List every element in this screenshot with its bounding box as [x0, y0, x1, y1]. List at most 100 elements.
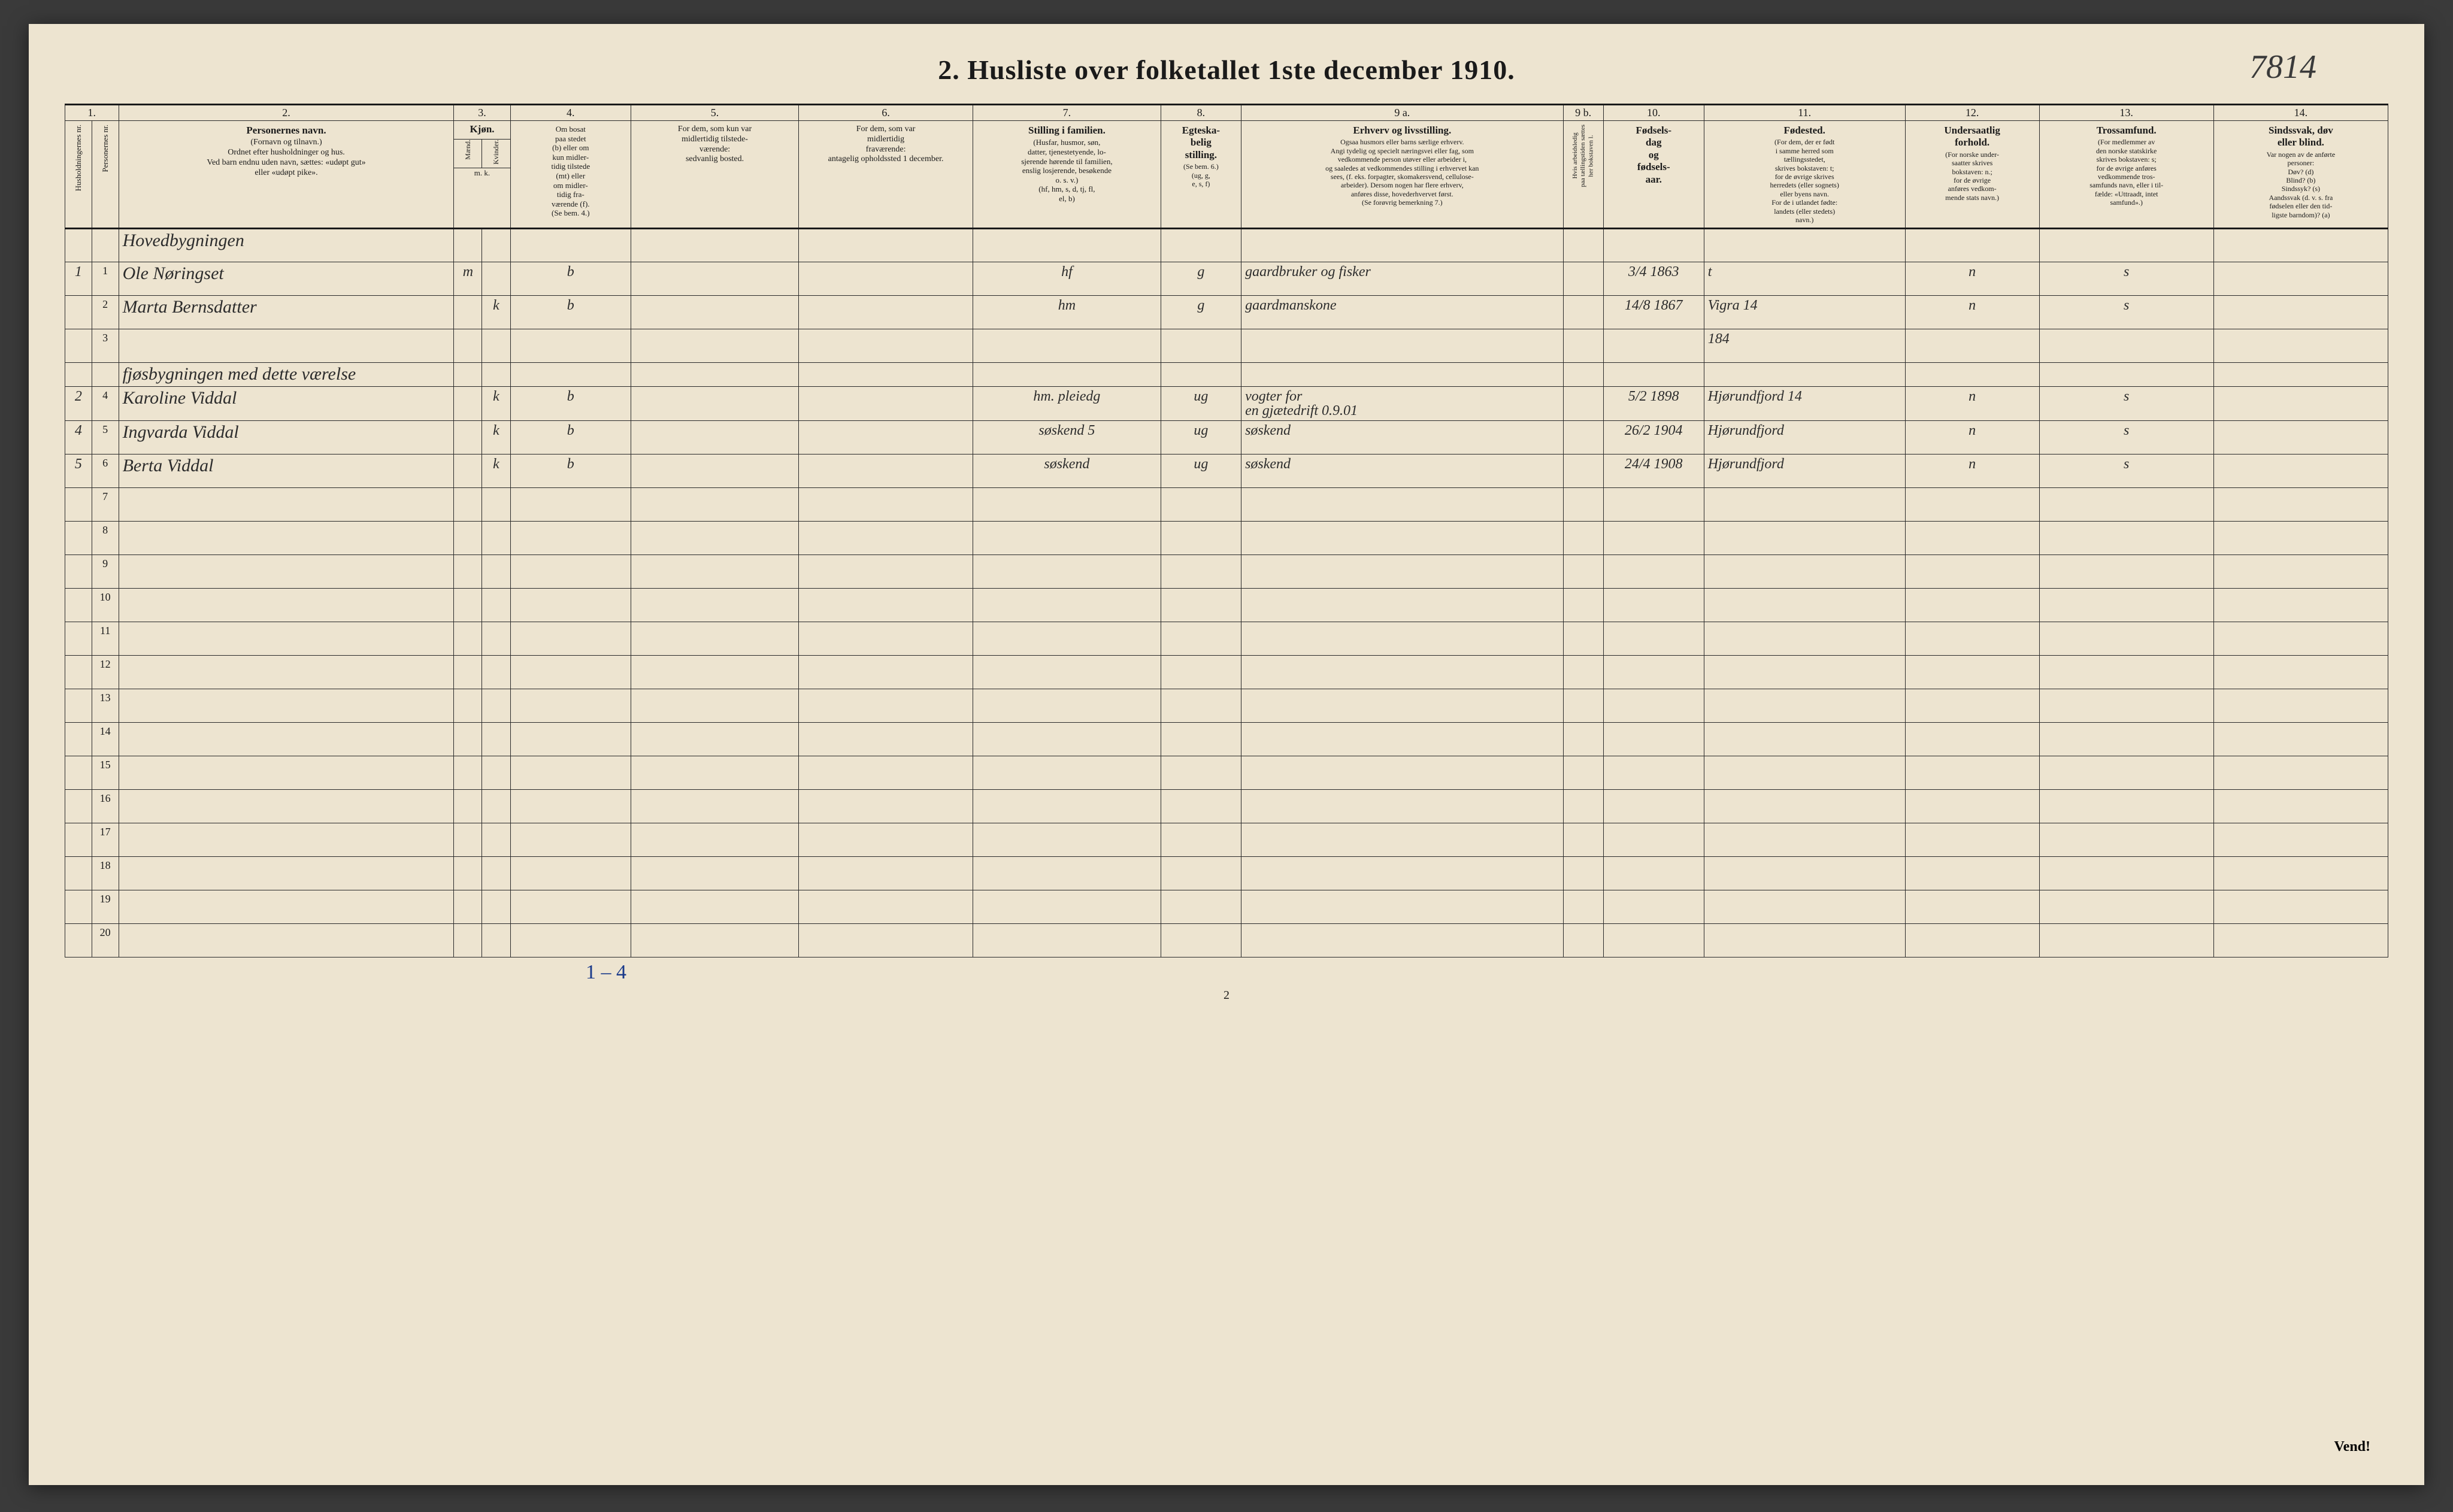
person-nr: 9 [92, 555, 119, 589]
person-nr: 17 [92, 823, 119, 857]
hdr-nationality: Undersaatlig forhold. (For norske under-… [1905, 121, 2039, 229]
colnum: 3. [454, 105, 510, 121]
birthplace: Hjørundfjord 14 [1708, 389, 1802, 404]
table-row: 3 184 [65, 329, 2388, 363]
hdr-family-pos: Stilling i familien. (Husfar, husmor, sø… [973, 121, 1161, 229]
hdr-birthplace: Fødested. (For dem, der er født i samme … [1704, 121, 1905, 229]
temp-present [631, 262, 799, 296]
occupation: søskend [1245, 423, 1291, 438]
religion: s [2124, 264, 2129, 280]
table-row: 56Berta Viddalkbsøskendugsøskend24/4 190… [65, 454, 2388, 488]
table-row: 11Ole Nøringsetmbhfggaardbruker og fiske… [65, 262, 2388, 296]
header-label-row: Husholdningernes nr. Personernes nr. Per… [65, 121, 2388, 229]
birthdate: 3/4 1863 [1628, 264, 1679, 280]
birthplace: Hjørundfjord [1708, 456, 1784, 472]
person-name: Marta Bernsdatter [123, 297, 257, 317]
marital: g [1197, 264, 1204, 280]
household-nr: 4 [75, 423, 82, 438]
sex-m [454, 421, 482, 454]
temp-absent [799, 329, 973, 363]
sex-k: k [482, 387, 510, 421]
unemployed [1563, 262, 1603, 296]
sex-m [454, 454, 482, 488]
household-nr: 5 [75, 456, 82, 472]
hdr-person-nr: Personernes nr. [92, 121, 119, 229]
sex-k: k [482, 421, 510, 454]
hdr-name: Personernes navn. (Fornavn og tilnavn.) … [119, 121, 454, 229]
colnum: 6. [799, 105, 973, 121]
person-nr: 19 [92, 890, 119, 924]
page-title: 2. Husliste over folketallet 1ste decemb… [65, 54, 2388, 86]
residence: b [567, 423, 574, 438]
colnum: 2. [119, 105, 454, 121]
table-row: 24Karoline Viddalkbhm. pleiedgugvogter f… [65, 387, 2388, 421]
nationality: n [1969, 389, 1976, 404]
table-row-empty: 12 [65, 656, 2388, 689]
sex-m: m [454, 262, 482, 296]
colnum: 13. [2039, 105, 2213, 121]
table-row: 2Marta Bernsdatterkbhmggaardmanskone14/8… [65, 296, 2388, 329]
hdr-unemployed: Hvis arbeidsledig paa tællingstiden sætt… [1563, 121, 1603, 229]
residence: b [567, 298, 574, 313]
census-table: 1. 2. 3. 4. 5. 6. 7. 8. 9 a. 9 b. 10. 11… [65, 104, 2388, 958]
table-row-empty: 14 [65, 723, 2388, 756]
colnum: 8. [1161, 105, 1241, 121]
table-header: 1. 2. 3. 4. 5. 6. 7. 8. 9 a. 9 b. 10. 11… [65, 105, 2388, 229]
section-row: fjøsbygningen med dette værelse [65, 363, 2388, 387]
person-nr: 1 [92, 262, 119, 296]
temp-present [631, 296, 799, 329]
person-nr: 6 [92, 454, 119, 488]
colnum: 9 b. [1563, 105, 1603, 121]
hdr-temp-present: For dem, som kun var midlertidig tilsted… [631, 121, 799, 229]
colnum: 11. [1704, 105, 1905, 121]
sex-k: k [482, 296, 510, 329]
colnum: 12. [1905, 105, 2039, 121]
temp-absent [799, 296, 973, 329]
temp-present [631, 454, 799, 488]
unemployed [1563, 387, 1603, 421]
family-position: hm. pleiedg [1033, 389, 1100, 404]
person-nr: 13 [92, 689, 119, 723]
occupation: søskend [1245, 456, 1291, 472]
marital: ug [1194, 456, 1208, 472]
temp-absent [799, 387, 973, 421]
hdr-disability: Sindssvak, døv eller blind. Var nogen av… [2213, 121, 2388, 229]
colnum: 4. [510, 105, 631, 121]
family-position: søskend [1044, 456, 1089, 472]
corner-annotation: 7814 [2249, 48, 2316, 86]
table-row-empty: 9 [65, 555, 2388, 589]
hdr-birthdate: Fødsels- dag og fødsels- aar. [1603, 121, 1704, 229]
person-nr: 3 [92, 329, 119, 363]
unemployed [1563, 329, 1603, 363]
colnum: 5. [631, 105, 799, 121]
occupation: gaardmanskone [1245, 298, 1336, 313]
birthplace: Hjørundfjord [1708, 423, 1784, 438]
colnum: 10. [1603, 105, 1704, 121]
turn-page-label: Vend! [2334, 1439, 2370, 1455]
birthplace: t [1708, 264, 1712, 280]
marital: g [1197, 298, 1204, 313]
person-nr: 20 [92, 924, 119, 958]
disability [2213, 387, 2388, 421]
table-row-empty: 7 [65, 488, 2388, 522]
person-nr: 10 [92, 589, 119, 622]
census-page: 7814 2. Husliste over folketallet 1ste d… [29, 24, 2424, 1485]
residence: b [567, 456, 574, 472]
table-row-empty: 8 [65, 522, 2388, 555]
religion: s [2124, 456, 2129, 472]
hdr-religion: Trossamfund. (For medlemmer av den norsk… [2039, 121, 2213, 229]
nationality: n [1969, 456, 1976, 472]
temp-present [631, 421, 799, 454]
disability [2213, 262, 2388, 296]
table-row-empty: 20 [65, 924, 2388, 958]
religion: s [2124, 298, 2129, 313]
sex-k [482, 329, 510, 363]
family-position: hm [1058, 298, 1076, 313]
table-row-empty: 16 [65, 790, 2388, 823]
birthplace: 184 [1708, 331, 1730, 347]
birthdate: 14/8 1867 [1625, 298, 1683, 313]
sex-k: k [482, 454, 510, 488]
sex-k [482, 262, 510, 296]
birthdate: 26/2 1904 [1625, 423, 1683, 438]
nationality: n [1969, 264, 1976, 280]
